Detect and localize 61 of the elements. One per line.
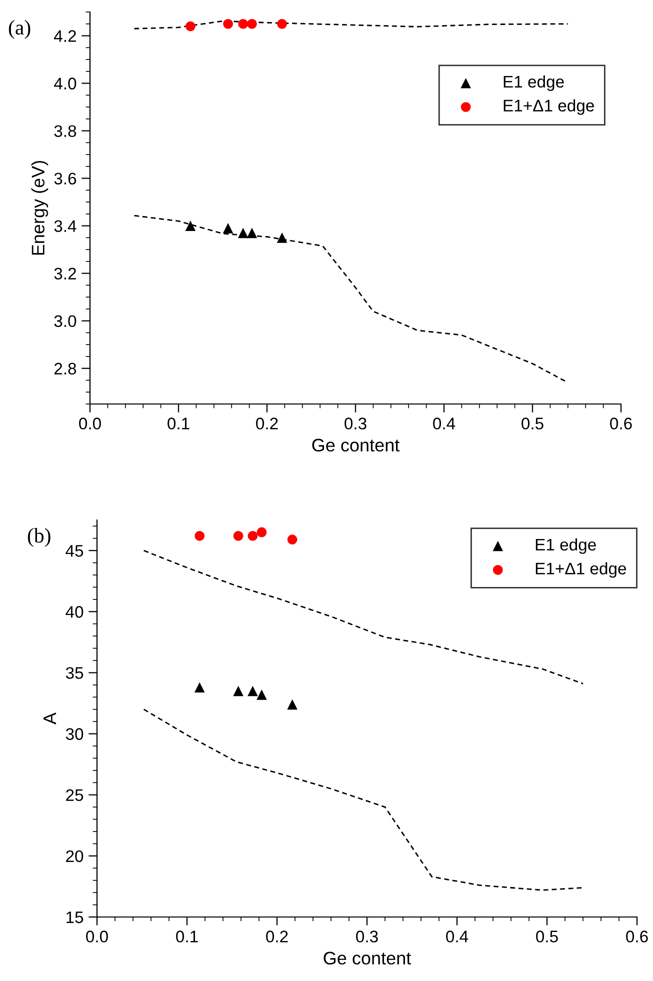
x-tick-label: 0.3 [344,418,366,430]
x-tick-label: 0.0 [86,930,108,942]
point [186,21,196,32]
text: (b) [28,528,50,547]
point [194,682,205,692]
point [287,534,298,544]
legend-label: E1+Δ1 edge [536,562,626,578]
line-series [134,20,569,30]
y-tick-label: 2.8 [54,362,76,375]
point [256,527,267,538]
point [247,18,257,29]
y-tick-label: 4.0 [54,78,76,90]
y-tick-label: 3.6 [54,172,76,185]
x-tick-label: 0.2 [266,930,288,942]
x-tick-label: 0.3 [356,930,378,942]
point [238,18,248,29]
point [246,228,258,238]
y-tick-label: 15 [66,912,84,924]
y-tick-label: 3.8 [54,125,76,137]
point [248,686,258,696]
point [276,232,288,243]
x-tick-label: 0.4 [433,418,456,430]
point [256,690,267,700]
x-tick-label: 0.1 [168,418,190,430]
x-tick-label: 0.2 [256,418,278,430]
x-tick-label: 0.0 [79,418,101,430]
y-tick-label: 40 [66,606,84,618]
point [287,699,298,710]
y-tick-label: 4.2 [54,30,76,42]
x-tick-label: 0.6 [626,930,648,942]
y-tick-label: 20 [66,850,84,862]
point [277,18,287,29]
legend-label: E1 edge [536,538,596,554]
point [238,228,248,238]
y-tick-label: 45 [66,545,84,557]
point [248,530,258,541]
y-tick-label: 30 [66,728,84,740]
x-axis-title: Ge content [324,952,412,965]
y-axis-title: Energy (eV) [31,160,48,255]
legend-label: E1 edge [504,75,564,91]
point [222,223,234,234]
y-tick-label: 25 [66,789,84,802]
y-axis-title: A [44,712,56,724]
x-axis-title: Ge content [312,438,400,452]
point [223,18,233,29]
x-tick-label: 0.1 [176,930,198,942]
point [194,530,205,541]
x-tick-label: 0.6 [610,418,632,430]
x-tick-label: 0.4 [446,930,468,942]
y-tick-label: 3.0 [54,315,76,328]
y-tick-label: 3.2 [54,268,76,280]
point [233,530,244,541]
point [185,220,196,231]
x-tick-label: 0.5 [522,418,544,430]
legend-label: E1+Δ1 edge [504,99,594,115]
text: (a) [8,20,30,39]
point [233,686,244,696]
y-tick-label: 3.4 [54,220,76,232]
line-series [143,708,584,891]
y-tick-label: 35 [66,667,84,679]
x-tick-label: 0.5 [536,930,558,942]
